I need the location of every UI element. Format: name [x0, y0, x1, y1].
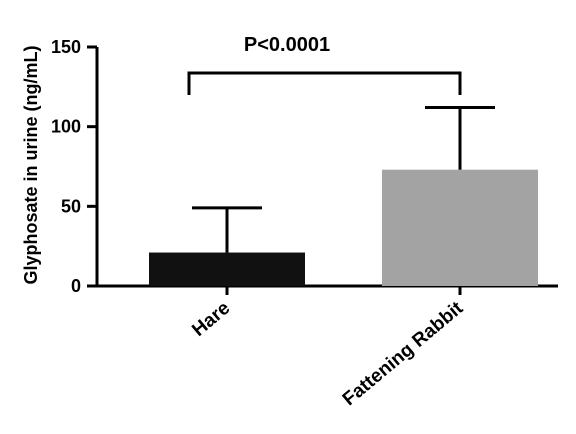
- error-bars-group: [192, 106, 495, 253]
- x-tick-labels: Hare Fattening Rabbit: [188, 286, 468, 410]
- x-tick-label: Fattening Rabbit: [339, 297, 468, 410]
- x-tick-label: Hare: [188, 298, 234, 341]
- y-tick-label: 50: [61, 196, 81, 216]
- bar-0: [149, 252, 305, 286]
- y-axis: 0 50 100 150: [51, 37, 99, 296]
- bars-group: [149, 169, 538, 286]
- significance-bracket: [187, 71, 462, 95]
- y-tick-label: 100: [51, 117, 81, 137]
- significance-label: P<0.0001: [244, 34, 330, 56]
- y-tick-label: 150: [51, 37, 81, 57]
- significance-annotation: P<0.0001: [187, 34, 462, 95]
- bar-1: [382, 169, 538, 286]
- y-tick-label: 0: [71, 276, 81, 296]
- y-axis-title: Glyphosate in urine (ng/mL): [21, 45, 41, 284]
